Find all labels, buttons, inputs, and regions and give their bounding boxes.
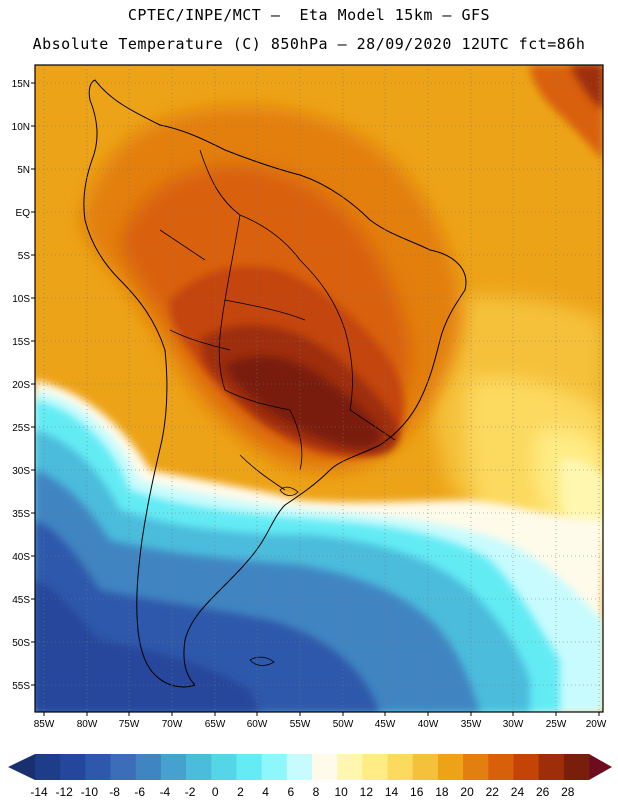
colorbar-label: 10 (335, 785, 349, 799)
lat-label: 30S (12, 466, 30, 477)
lat-label: 10S (12, 294, 30, 305)
colorbar-label: 28 (561, 785, 575, 799)
colorbar-swatch (513, 754, 540, 780)
colorbar-label: -4 (160, 785, 171, 799)
colorbar-swatch (60, 754, 86, 780)
colorbar-swatch (35, 754, 61, 780)
colorbar-label: 14 (385, 785, 399, 799)
colorbar-swatch (538, 754, 565, 780)
colorbar-swatch (463, 754, 489, 780)
lon-label: 60W (247, 719, 268, 730)
colorbar-swatch (412, 754, 439, 780)
colorbar-swatch (135, 754, 162, 780)
colorbar-label: 4 (262, 785, 269, 799)
colorbar-swatch (362, 754, 389, 780)
colorbar-swatch (337, 754, 363, 780)
colorbar-label: -14 (30, 785, 48, 799)
latitude-labels: 15N 10N 5N EQ 5S 10S 15S 20S 25S 30S 35S… (12, 79, 31, 692)
colorbar-swatch (286, 754, 313, 780)
map-title-line-1: CPTEC/INPE/MCT – Eta Model 15km – GFS (127, 6, 491, 24)
lon-label: 20W (586, 719, 607, 730)
lon-label: 35W (461, 719, 482, 730)
colorbar-label: 18 (435, 785, 449, 799)
lon-label: 75W (119, 719, 140, 730)
colorbar-swatch (160, 754, 187, 780)
map-title-line-2: Absolute Temperature (C) 850hPa – 28/09/… (32, 35, 586, 53)
lat-label: 35S (12, 509, 30, 520)
lon-label: 40W (418, 719, 439, 730)
lat-label: 25S (12, 423, 30, 434)
colorbar-label: 22 (486, 785, 500, 799)
lon-label: 50W (333, 719, 354, 730)
lat-label: 15N (12, 79, 30, 90)
colorbar-swatch (488, 754, 514, 780)
falklands (249, 656, 275, 666)
temperature-field (35, 65, 603, 712)
colorbar-swatch (110, 754, 137, 780)
colorbar-low-arrow (8, 754, 35, 780)
colorbar-swatch (236, 754, 263, 780)
lat-label: 15S (12, 337, 30, 348)
colorbar-swatch (387, 754, 414, 780)
colorbar-label: 8 (313, 785, 320, 799)
colorbar-swatch (85, 754, 112, 780)
lat-label: 5N (17, 165, 30, 176)
lat-label: 45S (12, 595, 30, 606)
colorbar-label: 6 (287, 785, 294, 799)
lat-label: 20S (12, 380, 30, 391)
colorbar-label: 24 (511, 785, 525, 799)
longitude-labels: 85W 80W 75W 70W 65W 60W 55W 50W 45W 40W … (34, 719, 607, 730)
lon-label: 70W (162, 719, 183, 730)
colorbar-swatch (211, 754, 237, 780)
colorbar-label: -2 (185, 785, 196, 799)
lat-label: 55S (12, 681, 30, 692)
country-borders (159, 149, 396, 491)
lon-label: 25W (546, 719, 567, 730)
colorbar-labels: -14 -12 -10 -8 -6 -4 -2 0 2 4 6 8 10 12 14 16 18 20 22 24 26… (30, 785, 574, 799)
axis-ticks (31, 82, 600, 716)
colorbar-label: 26 (536, 785, 550, 799)
field-band-26-nne (570, 65, 603, 110)
colorbar-label: 2 (237, 785, 244, 799)
map-frame (34, 64, 604, 713)
colorbar-label: 12 (360, 785, 374, 799)
island-south (279, 486, 299, 496)
colorbar-label: 0 (212, 785, 219, 799)
lat-label: 40S (12, 552, 30, 563)
colorbar-label: 16 (410, 785, 424, 799)
lat-label: 5S (18, 251, 31, 262)
colorbar-swatch (261, 754, 288, 780)
colorbar-swatch (312, 754, 338, 780)
colorbar-swatch (437, 754, 464, 780)
lon-label: 55W (290, 719, 311, 730)
colorbar-swatch (186, 754, 212, 780)
lon-label: 65W (205, 719, 226, 730)
graticule (35, 65, 603, 712)
colorbar-swatch (563, 754, 590, 780)
lon-label: 80W (77, 719, 98, 730)
lat-label: EQ (16, 208, 31, 219)
field-band-m12 (35, 580, 260, 712)
lon-label: 45W (375, 719, 396, 730)
continent-coastline (83, 79, 467, 688)
colorbar-label: -6 (134, 785, 145, 799)
lat-label: 50S (12, 638, 30, 649)
lon-label: 30W (503, 719, 524, 730)
field-band-28 (225, 356, 381, 448)
colorbar-label: 20 (460, 785, 474, 799)
lon-label: 85W (34, 719, 55, 730)
colorbar (8, 754, 612, 780)
colorbar-label: -8 (109, 785, 120, 799)
colorbar-label: -10 (81, 785, 99, 799)
colorbar-label: -12 (56, 785, 74, 799)
lat-label: 10N (12, 122, 30, 133)
colorbar-high-arrow (589, 754, 612, 780)
